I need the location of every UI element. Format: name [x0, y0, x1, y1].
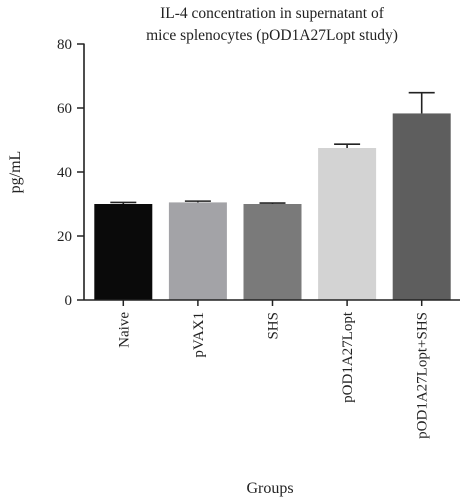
- y-tick-label-1: 20: [57, 229, 72, 245]
- y-tick-label-4: 80: [57, 37, 72, 53]
- x-tick-label-3: pOD1A27Lopt: [340, 311, 356, 403]
- bar-0: [94, 204, 153, 300]
- bar-2: [243, 204, 302, 300]
- bar-3: [318, 148, 377, 300]
- bar-1: [168, 202, 227, 300]
- chart-title-line-2: mice splenocytes (pOD1A27Lopt study): [146, 27, 398, 44]
- x-tick-label-0: Naive: [116, 312, 132, 348]
- y-tick-label-3: 60: [57, 101, 72, 117]
- x-tick-label-4: pOD1A27Lopt+SHS: [415, 312, 431, 439]
- y-tick-label-2: 40: [57, 165, 72, 181]
- x-tick-label-2: SHS: [266, 312, 282, 340]
- x-tick-label-1: pVAX1: [191, 312, 207, 358]
- bar-4: [392, 113, 451, 300]
- x-axis-title: Groups: [246, 480, 293, 497]
- chart-title-line-1: IL-4 concentration in supernatant of: [160, 5, 385, 22]
- y-axis-title: pg/mL: [7, 151, 24, 194]
- y-tick-label-0: 0: [65, 293, 73, 309]
- plot-area: Naive pVAX1 SHS pOD1A27Lopt pOD1A27Lopt+SHS 0…: [57, 37, 460, 439]
